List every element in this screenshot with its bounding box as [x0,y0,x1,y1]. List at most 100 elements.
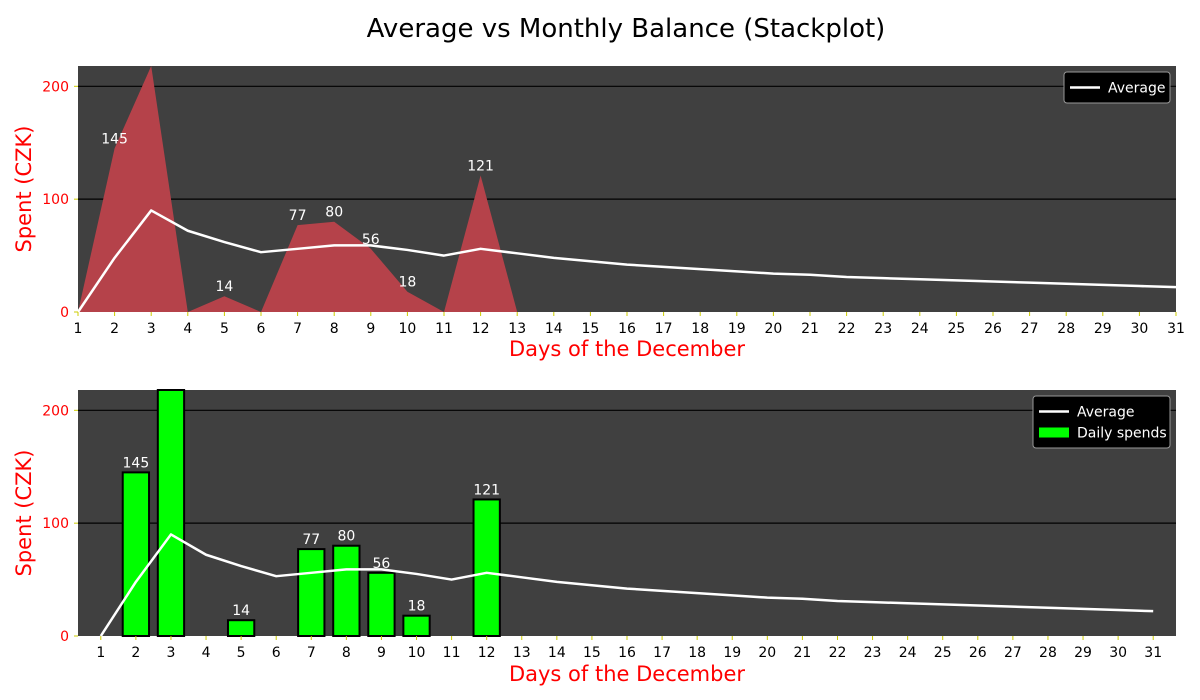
data-label: 145 [123,455,150,471]
x-tick-label: 21 [793,645,811,661]
x-tick-label: 14 [545,321,563,337]
data-label: 121 [473,482,500,498]
data-label: 18 [398,275,416,291]
data-label: 56 [373,556,391,572]
daily-spend-bar [297,548,326,638]
x-tick-label: 8 [342,645,351,661]
plot-area [78,66,1176,312]
data-label: 145 [101,131,128,147]
x-tick-label: 7 [307,645,316,661]
x-tick-label: 5 [237,645,246,661]
legend-entry-label: Daily spends [1077,426,1167,442]
average-line [99,533,1154,637]
x-tick-label: 24 [911,321,929,337]
legend-swatch-daily-spends [1039,427,1069,438]
data-label: 56 [362,232,380,248]
plot-area [78,390,1176,636]
x-tick-label: 25 [934,645,952,661]
x-tick-label: 16 [618,321,636,337]
x-tick-label: 11 [435,321,453,337]
daily-spend-bar [367,571,396,637]
daily-spend-bar [156,389,186,637]
y-tick-label: 0 [60,305,69,321]
x-tick-label: 16 [618,645,636,661]
data-label: 121 [467,158,494,174]
x-tick-label: 19 [723,645,741,661]
x-tick-label: 9 [366,321,375,337]
chart-suptitle: Average vs Monthly Balance (Stackplot) [367,14,886,44]
x-axis-label: Days of the December [509,337,745,361]
data-label: 77 [302,532,320,548]
x-tick-label: 1 [74,321,83,337]
x-tick-label: 13 [513,645,531,661]
x-tick-label: 6 [272,645,281,661]
x-tick-label: 20 [764,321,782,337]
x-tick-label: 19 [728,321,746,337]
x-tick-label: 5 [220,321,229,337]
x-tick-label: 3 [167,645,176,661]
x-tick-label: 10 [398,321,416,337]
y-axis-label: Spent (CZK) [12,449,36,576]
x-tick-label: 7 [293,321,302,337]
daily-spend-bar [226,619,256,638]
x-tick-label: 18 [688,645,706,661]
x-tick-label: 2 [131,645,140,661]
average-line [76,209,1177,313]
x-tick-label: 23 [874,321,892,337]
x-tick-label: 31 [1144,645,1162,661]
daily-spend-bar [121,471,151,638]
x-tick-label: 26 [969,645,987,661]
x-axis-label: Days of the December [509,662,745,686]
data-label: 80 [337,529,355,545]
x-tick-label: 28 [1039,645,1057,661]
x-tick-label: 22 [829,645,847,661]
x-tick-label: 23 [864,645,882,661]
x-tick-label: 3 [147,321,156,337]
x-tick-label: 4 [202,645,211,661]
y-tick-label: 100 [42,192,69,208]
x-tick-label: 20 [758,645,776,661]
y-tick-label: 200 [42,79,69,95]
x-tick-label: 1 [96,645,105,661]
x-tick-label: 12 [478,645,496,661]
x-tick-label: 21 [801,321,819,337]
data-label: 14 [215,279,233,295]
x-tick-label: 28 [1057,321,1075,337]
data-label: 80 [325,205,343,221]
x-tick-label: 26 [984,321,1002,337]
x-tick-label: 29 [1094,321,1112,337]
daily-spend-bar [332,544,361,638]
x-tick-label: 25 [947,321,965,337]
x-tick-label: 14 [548,645,566,661]
legend: Average [1063,71,1171,104]
daily-spend-bar [472,498,501,637]
x-tick-label: 13 [508,321,526,337]
x-tick-label: 27 [1004,645,1022,661]
y-tick-label: 200 [42,403,69,419]
x-tick-label: 24 [899,645,917,661]
x-tick-label: 4 [183,321,192,337]
daily-spend-bar [402,614,431,637]
y-tick-label: 0 [60,629,69,645]
data-label: 18 [408,599,426,615]
x-tick-label: 22 [838,321,856,337]
y-axis-label: Spent (CZK) [12,125,36,252]
x-tick-label: 18 [691,321,709,337]
data-label: 14 [232,603,250,619]
x-tick-label: 17 [653,645,671,661]
x-tick-label: 31 [1167,321,1185,337]
legend-entry-label: Average [1108,81,1166,97]
spend-area [78,66,1176,312]
x-tick-label: 2 [110,321,119,337]
x-tick-label: 10 [408,645,426,661]
x-tick-label: 17 [655,321,673,337]
x-tick-label: 12 [472,321,490,337]
legend: Average Daily spends [1032,395,1171,449]
data-label: 77 [289,208,307,224]
x-tick-label: 15 [583,645,601,661]
y-tick-label: 100 [42,516,69,532]
x-tick-label: 30 [1109,645,1127,661]
